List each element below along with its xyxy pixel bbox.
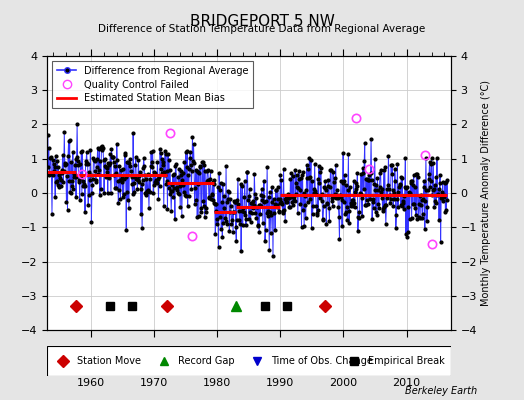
- Text: Berkeley Earth: Berkeley Earth: [405, 386, 477, 396]
- Text: 1970: 1970: [140, 378, 168, 388]
- Legend: Difference from Regional Average, Quality Control Failed, Estimated Station Mean: Difference from Regional Average, Qualit…: [52, 61, 254, 108]
- Text: 1960: 1960: [77, 378, 105, 388]
- FancyBboxPatch shape: [47, 346, 451, 376]
- Text: BRIDGEPORT 5 NW: BRIDGEPORT 5 NW: [190, 14, 334, 29]
- Text: 2010: 2010: [392, 378, 421, 388]
- Text: 2000: 2000: [330, 378, 357, 388]
- Text: Time of Obs. Change: Time of Obs. Change: [271, 356, 373, 366]
- Text: Record Gap: Record Gap: [178, 356, 235, 366]
- Text: Station Move: Station Move: [78, 356, 141, 366]
- Text: 1980: 1980: [203, 378, 232, 388]
- Y-axis label: Monthly Temperature Anomaly Difference (°C): Monthly Temperature Anomaly Difference (…: [481, 80, 491, 306]
- Text: 1990: 1990: [266, 378, 294, 388]
- Text: Empirical Break: Empirical Break: [368, 356, 445, 366]
- Text: Difference of Station Temperature Data from Regional Average: Difference of Station Temperature Data f…: [99, 24, 425, 34]
